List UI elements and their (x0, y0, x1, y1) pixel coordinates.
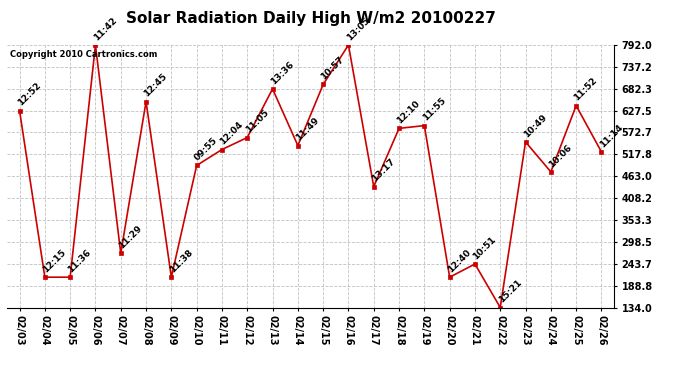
Text: Copyright 2010 Cartronics.com: Copyright 2010 Cartronics.com (10, 50, 157, 59)
Text: 12:45: 12:45 (142, 72, 169, 99)
Text: 13:17: 13:17 (370, 157, 397, 184)
Text: 11:29: 11:29 (117, 224, 144, 251)
Text: 11:38: 11:38 (168, 248, 195, 274)
Text: 10:51: 10:51 (471, 235, 498, 261)
Text: 10:57: 10:57 (319, 55, 346, 82)
Text: 12:04: 12:04 (218, 120, 245, 147)
Text: 10:49: 10:49 (522, 112, 549, 139)
Text: 12:10: 12:10 (395, 99, 422, 126)
Text: 13:36: 13:36 (269, 60, 295, 86)
Text: 11:05: 11:05 (244, 108, 270, 135)
Text: Solar Radiation Daily High W/m2 20100227: Solar Radiation Daily High W/m2 20100227 (126, 11, 495, 26)
Text: 15:21: 15:21 (497, 278, 523, 305)
Text: 12:40: 12:40 (446, 248, 473, 274)
Text: 11:14: 11:14 (598, 123, 624, 149)
Text: 09:55: 09:55 (193, 136, 219, 163)
Text: 12:15: 12:15 (41, 248, 68, 274)
Text: 11:36: 11:36 (66, 248, 93, 274)
Text: 11:55: 11:55 (421, 96, 447, 123)
Text: 12:52: 12:52 (16, 81, 43, 108)
Text: 11:42: 11:42 (92, 15, 119, 42)
Text: 13:05: 13:05 (345, 16, 371, 42)
Text: 11:52: 11:52 (573, 76, 599, 103)
Text: 11:49: 11:49 (294, 116, 321, 143)
Text: 10:06: 10:06 (547, 142, 573, 169)
